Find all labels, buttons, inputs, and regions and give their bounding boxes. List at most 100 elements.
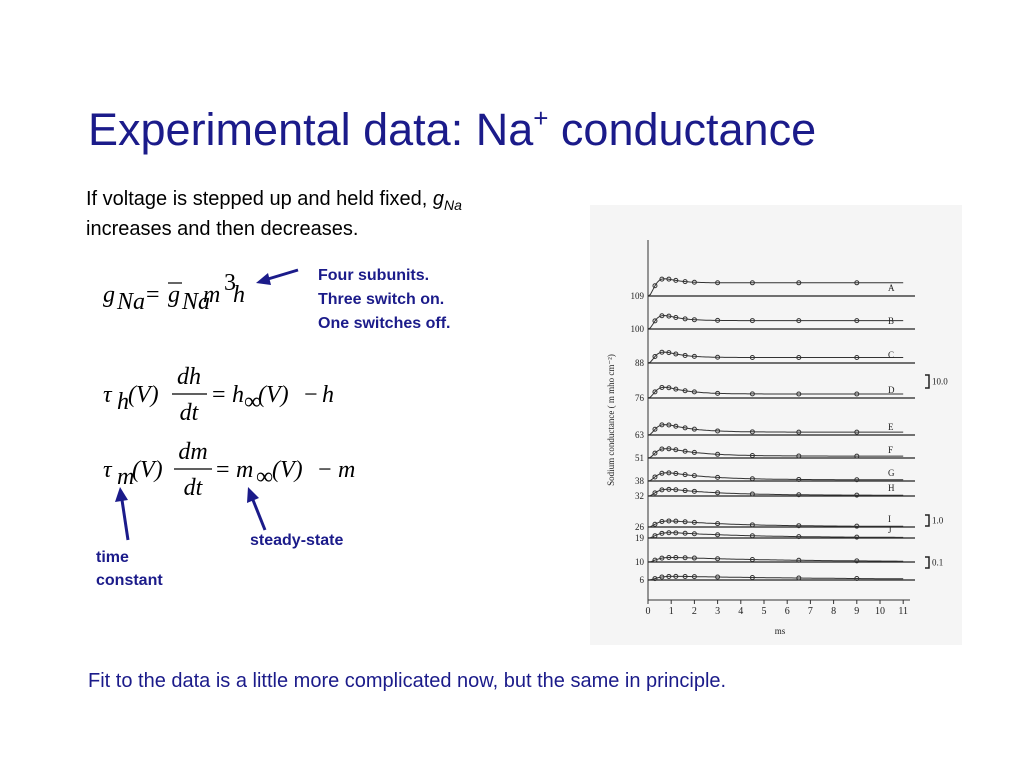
annotation: time: [96, 549, 129, 566]
arrowhead: [115, 487, 128, 502]
figure-background: [590, 205, 962, 645]
eq-token: m: [203, 282, 220, 308]
trace-point: [673, 351, 679, 357]
trace-point: [691, 449, 697, 455]
trace-point: [749, 318, 755, 324]
trace-point: [691, 279, 697, 285]
trace-point: [673, 530, 679, 536]
trace-point: [666, 422, 672, 428]
trace-curve: [647, 532, 904, 539]
trace-label: H: [888, 483, 895, 493]
eq-token: (V): [272, 457, 303, 483]
trace-label: J: [888, 525, 892, 535]
trace-point: [666, 573, 672, 579]
eq-sub: m: [117, 464, 134, 490]
scale-bar: [925, 556, 930, 569]
x-tick-label: 1: [669, 606, 674, 617]
eq-token: (V): [258, 382, 289, 408]
trace-point: [682, 448, 688, 454]
x-tick-label: 5: [762, 606, 767, 617]
annotation: constant: [96, 572, 163, 589]
trace-point: [666, 530, 672, 536]
trace-point: [796, 453, 802, 459]
figure: 0 1 2 3 4 5 6 7 8 9 10 11 109 A 100 B 88 C 76 D 63 E 51 F 38 G 32 H…: [631, 240, 948, 617]
eq-sub: ∞: [256, 464, 273, 490]
x-tick-label: 2: [692, 606, 697, 617]
trace-voltage: 88: [635, 358, 645, 368]
eq-token: =: [216, 457, 230, 483]
trace-point: [749, 429, 755, 435]
trace-curve: [647, 472, 904, 482]
trace-point: [659, 574, 665, 580]
footer-text: Fit to the data is a little more complic…: [88, 670, 726, 692]
trace-point: [682, 352, 688, 358]
trace-label: E: [888, 422, 894, 432]
trace-point: [854, 477, 860, 483]
trace-point: [666, 446, 672, 452]
trace-point: [682, 555, 688, 561]
trace-voltage: 100: [631, 324, 645, 334]
trace-point: [691, 389, 697, 395]
trace-point: [715, 474, 721, 480]
title-text: Experimental data: Na: [88, 104, 534, 155]
arrowhead: [256, 273, 271, 285]
trace-curve: [647, 575, 904, 581]
trace-point: [673, 487, 679, 493]
trace-point: [715, 521, 721, 527]
eq-token: τ: [103, 457, 113, 483]
trace-voltage: 109: [631, 291, 645, 301]
trace-point: [691, 317, 697, 323]
scale-label: 1.0: [932, 516, 944, 526]
eq-token: τ: [103, 382, 113, 408]
intro-var: g: [433, 188, 444, 210]
trace-point: [796, 523, 802, 529]
trace-voltage: 32: [635, 491, 644, 501]
trace-point: [691, 574, 697, 580]
trace-point: [682, 519, 688, 525]
trace-point: [682, 388, 688, 394]
trace-point: [749, 391, 755, 397]
trace-label: A: [888, 283, 895, 293]
trace-voltage: 10: [635, 557, 645, 567]
trace-point: [666, 518, 672, 524]
trace-label: I: [888, 514, 891, 524]
trace-point: [854, 453, 860, 459]
trace-point: [666, 276, 672, 282]
trace-voltage: 63: [635, 430, 645, 440]
trace-point: [659, 487, 665, 493]
trace-point: [854, 280, 860, 286]
trace-point: [796, 318, 802, 324]
trace-point: [854, 534, 860, 540]
trace-point: [796, 391, 802, 397]
trace-point: [749, 574, 755, 580]
trace-label: F: [888, 445, 893, 455]
trace-point: [796, 557, 802, 563]
trace-point: [749, 280, 755, 286]
trace-curve: [647, 278, 904, 297]
trace-curve: [647, 424, 904, 436]
trace-point: [749, 522, 755, 528]
trace-point: [673, 555, 679, 561]
annotation: Four subunits.: [318, 267, 429, 284]
eq-sub: Na: [181, 289, 210, 315]
trace-point: [659, 519, 665, 525]
trace-point: [682, 316, 688, 322]
eq-token: −: [318, 457, 332, 483]
trace-point: [673, 314, 679, 320]
trace-point: [673, 573, 679, 579]
trace-point: [659, 384, 665, 390]
trace-curve: [647, 351, 904, 364]
intro-text: If voltage is stepped up and held fixed,: [86, 188, 433, 210]
trace-point: [796, 492, 802, 498]
trace-point: [652, 353, 658, 359]
trace-point: [673, 447, 679, 453]
trace-point: [652, 389, 658, 395]
trace-point: [715, 556, 721, 562]
trace-point: [715, 390, 721, 396]
trace-point: [691, 531, 697, 537]
eq-token: dt: [180, 400, 200, 426]
trace-curve: [647, 520, 904, 528]
trace-point: [666, 313, 672, 319]
eq-token: h: [233, 282, 245, 308]
